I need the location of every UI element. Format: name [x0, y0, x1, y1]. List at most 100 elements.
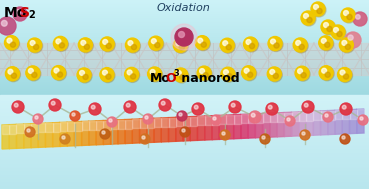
- Circle shape: [251, 113, 255, 117]
- Polygon shape: [183, 117, 190, 126]
- Polygon shape: [349, 110, 357, 119]
- Polygon shape: [241, 114, 248, 138]
- Circle shape: [196, 37, 210, 51]
- Circle shape: [91, 105, 95, 109]
- Circle shape: [0, 17, 16, 35]
- Circle shape: [25, 127, 35, 137]
- Circle shape: [125, 38, 139, 52]
- Circle shape: [78, 38, 92, 52]
- Polygon shape: [60, 122, 67, 146]
- Text: nanorod: nanorod: [177, 72, 239, 85]
- Circle shape: [222, 132, 225, 135]
- Circle shape: [340, 39, 354, 53]
- Bar: [0, 50, 369, 52]
- Bar: [0, 108, 369, 109]
- Bar: [0, 4, 369, 5]
- Bar: [0, 119, 369, 121]
- Bar: [0, 15, 369, 16]
- Circle shape: [79, 39, 93, 53]
- Bar: [0, 74, 369, 76]
- Bar: [0, 180, 369, 181]
- Polygon shape: [24, 124, 31, 148]
- Circle shape: [54, 36, 68, 50]
- Polygon shape: [31, 123, 38, 148]
- Bar: [0, 36, 369, 38]
- Bar: [0, 176, 369, 177]
- Bar: [0, 126, 369, 128]
- Bar: [0, 26, 369, 27]
- Bar: [0, 161, 369, 163]
- Bar: [0, 78, 369, 80]
- Circle shape: [322, 21, 336, 35]
- Circle shape: [319, 36, 333, 50]
- Bar: [0, 12, 369, 14]
- Circle shape: [177, 111, 187, 121]
- Circle shape: [201, 42, 206, 47]
- Bar: [0, 132, 369, 134]
- Bar: [0, 74, 369, 75]
- Circle shape: [285, 116, 295, 126]
- Bar: [0, 143, 369, 144]
- Circle shape: [27, 67, 41, 81]
- Bar: [0, 136, 369, 137]
- Bar: [0, 184, 369, 185]
- Bar: [0, 102, 369, 104]
- Bar: [0, 170, 369, 172]
- Polygon shape: [139, 119, 147, 143]
- Circle shape: [268, 68, 282, 82]
- Circle shape: [107, 117, 117, 127]
- Bar: [0, 57, 369, 58]
- Bar: [0, 114, 369, 115]
- Circle shape: [198, 38, 203, 43]
- Circle shape: [304, 14, 308, 19]
- Circle shape: [49, 99, 61, 111]
- Bar: [0, 154, 369, 156]
- Polygon shape: [342, 110, 349, 134]
- Circle shape: [28, 38, 42, 52]
- Circle shape: [72, 113, 75, 116]
- Polygon shape: [219, 115, 227, 139]
- Bar: [0, 75, 369, 77]
- Bar: [0, 94, 369, 95]
- Circle shape: [179, 113, 182, 116]
- Bar: [0, 181, 369, 183]
- Bar: [0, 145, 369, 146]
- Circle shape: [54, 37, 68, 51]
- Circle shape: [302, 101, 314, 113]
- Polygon shape: [277, 113, 284, 122]
- Circle shape: [124, 101, 136, 113]
- Polygon shape: [357, 109, 364, 118]
- Bar: [0, 32, 369, 33]
- Polygon shape: [31, 124, 38, 133]
- Circle shape: [242, 66, 256, 80]
- Polygon shape: [255, 113, 263, 138]
- Circle shape: [12, 101, 24, 113]
- Bar: [0, 160, 369, 162]
- Polygon shape: [125, 120, 132, 129]
- Polygon shape: [147, 118, 154, 143]
- Circle shape: [100, 37, 114, 51]
- Bar: [0, 101, 369, 102]
- Bar: [0, 180, 369, 182]
- Bar: [0, 133, 369, 135]
- Circle shape: [149, 36, 163, 50]
- Polygon shape: [89, 121, 96, 130]
- Circle shape: [304, 103, 308, 107]
- Circle shape: [246, 40, 251, 44]
- Circle shape: [203, 72, 208, 78]
- Circle shape: [171, 24, 197, 50]
- Circle shape: [6, 37, 20, 51]
- Circle shape: [347, 14, 352, 20]
- Polygon shape: [24, 124, 31, 133]
- Bar: [0, 80, 369, 81]
- Bar: [0, 64, 369, 65]
- Bar: [0, 64, 369, 66]
- Polygon shape: [270, 113, 277, 122]
- Bar: [0, 33, 369, 34]
- Circle shape: [13, 7, 27, 21]
- Polygon shape: [176, 117, 183, 126]
- Polygon shape: [75, 122, 82, 131]
- Bar: [0, 129, 369, 130]
- Circle shape: [321, 38, 326, 43]
- Circle shape: [227, 74, 232, 79]
